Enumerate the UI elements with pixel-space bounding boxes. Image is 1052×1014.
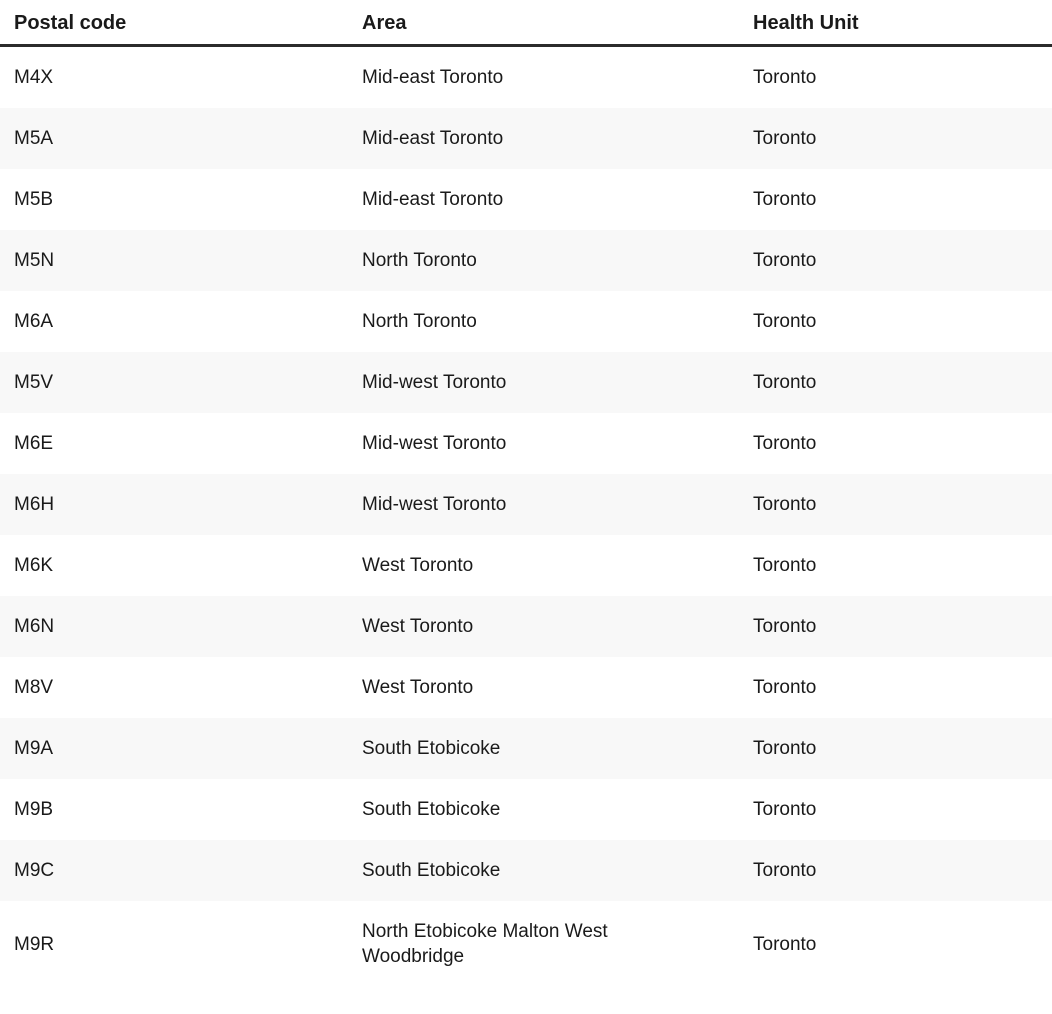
cell-postal-code: M5V xyxy=(14,372,54,393)
cell-health-unit: Toronto xyxy=(753,250,817,271)
cell-postal-code: M6N xyxy=(14,616,55,637)
table-row: M5A Mid-east Toronto Toronto xyxy=(0,108,1052,169)
cell-postal-code: M9A xyxy=(14,738,54,759)
cell-area: North Etobicoke Malton West Woodbridge xyxy=(362,921,608,967)
cell-health-unit: Toronto xyxy=(753,860,817,881)
table-body: M4X Mid-east Toronto Toronto M5A Mid-east To… xyxy=(0,45,1052,987)
cell-postal-code: M6A xyxy=(14,311,54,332)
cell-health-unit: Toronto xyxy=(753,616,817,637)
postal-code-table: Postal code Area Health Unit M4X Mid-east… xyxy=(0,0,1052,987)
cell-postal-code: M9R xyxy=(14,933,55,955)
cell-health-unit: Toronto xyxy=(753,494,817,515)
cell-area: Mid-east Toronto xyxy=(362,128,504,149)
cell-area: West Toronto xyxy=(362,677,474,698)
column-header-postal-code: Postal code xyxy=(0,0,362,47)
table-row: M8V West Toronto Toronto xyxy=(0,657,1052,718)
cell-area: South Etobicoke xyxy=(362,738,501,759)
cell-health-unit: Toronto xyxy=(753,189,817,210)
cell-postal-code: M6E xyxy=(14,433,54,454)
cell-area: Mid-east Toronto xyxy=(362,189,504,210)
cell-postal-code: M5N xyxy=(14,250,55,271)
cell-area: West Toronto xyxy=(362,616,474,637)
table-row: M9B South Etobicoke Toronto xyxy=(0,779,1052,840)
cell-area: South Etobicoke xyxy=(362,799,501,820)
cell-health-unit: Toronto xyxy=(753,433,817,454)
cell-area: Mid-west Toronto xyxy=(362,433,507,454)
cell-postal-code: M6H xyxy=(14,494,55,515)
cell-area: Mid-west Toronto xyxy=(362,372,507,393)
cell-area: South Etobicoke xyxy=(362,860,501,881)
cell-health-unit: Toronto xyxy=(753,677,817,698)
table-row: M6A North Toronto Toronto xyxy=(0,291,1052,352)
cell-postal-code: M5A xyxy=(14,128,54,149)
cell-area: West Toronto xyxy=(362,555,474,576)
cell-health-unit: Toronto xyxy=(753,933,817,955)
cell-health-unit: Toronto xyxy=(753,372,817,393)
table-row: M6E Mid-west Toronto Toronto xyxy=(0,413,1052,474)
cell-health-unit: Toronto xyxy=(753,128,817,149)
table-row: M4X Mid-east Toronto Toronto xyxy=(0,45,1052,108)
table-row: M5B Mid-east Toronto Toronto xyxy=(0,169,1052,230)
cell-health-unit: Toronto xyxy=(753,555,817,576)
cell-health-unit: Toronto xyxy=(753,799,817,820)
table-row: M9R North Etobicoke Malton West Woodbridg… xyxy=(0,901,1052,987)
cell-area: North Toronto xyxy=(362,250,477,271)
table-row: M6K West Toronto Toronto xyxy=(0,535,1052,596)
table-row: M5V Mid-west Toronto Toronto xyxy=(0,352,1052,413)
cell-postal-code: M5B xyxy=(14,189,54,210)
table-row: M5N North Toronto Toronto xyxy=(0,230,1052,291)
cell-postal-code: M6K xyxy=(14,555,54,576)
column-header-area: Area xyxy=(362,0,753,47)
table-row: M6N West Toronto Toronto xyxy=(0,596,1052,657)
cell-postal-code: M9C xyxy=(14,860,55,881)
table-row: M6H Mid-west Toronto Toronto xyxy=(0,474,1052,535)
cell-postal-code: M4X xyxy=(14,67,54,88)
table-header: Postal code Area Health Unit xyxy=(0,0,1052,47)
table-row: M9A South Etobicoke Toronto xyxy=(0,718,1052,779)
cell-postal-code: M8V xyxy=(14,677,54,698)
table-header-row: Postal code Area Health Unit xyxy=(0,0,1052,47)
cell-health-unit: Toronto xyxy=(753,738,817,759)
cell-health-unit: Toronto xyxy=(753,67,817,88)
column-header-health-unit: Health Unit xyxy=(753,0,1052,47)
cell-health-unit: Toronto xyxy=(753,311,817,332)
table-row: M9C South Etobicoke Toronto xyxy=(0,840,1052,901)
cell-postal-code: M9B xyxy=(14,799,54,820)
cell-area: Mid-west Toronto xyxy=(362,494,507,515)
cell-area: Mid-east Toronto xyxy=(362,67,504,88)
cell-area: North Toronto xyxy=(362,311,477,332)
